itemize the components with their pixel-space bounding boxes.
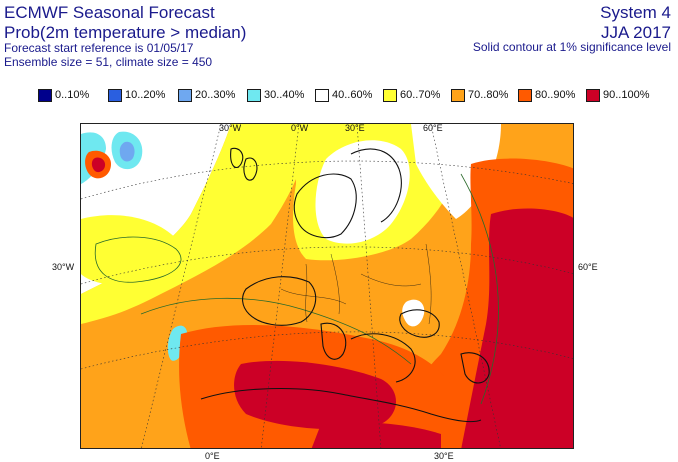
legend-label: 40..60% [332, 89, 373, 101]
lon-label-bottom: 0°E [205, 451, 220, 461]
legend-item: 20..30% [178, 87, 247, 103]
forecast-period: JJA 2017 [601, 23, 671, 42]
country-borders [280, 243, 432, 325]
lon-label-top: 0°W [291, 123, 309, 133]
legend-item: 0..10% [38, 87, 108, 103]
field-90-100-africa [311, 422, 441, 448]
legend-label: 60..70% [400, 89, 441, 101]
field-90-100-nwblob [91, 157, 106, 173]
map-canvas [81, 124, 573, 448]
legend-swatch [315, 88, 329, 102]
lat-label-right: 60°E [578, 262, 598, 272]
legend-label: 70..80% [468, 89, 509, 101]
field-90-100-med [234, 360, 396, 430]
probability-legend: 0..10% 10..20% 20..30% 30..40% 40..60% 6… [38, 87, 656, 103]
field-90-100-east [461, 208, 573, 448]
system-version: System 4 [600, 3, 671, 22]
lon-label-top: 30°W [219, 123, 242, 133]
coastlines [200, 147, 490, 423]
field-40-60-scandinavia [315, 140, 410, 244]
legend-item: 60..70% [383, 87, 451, 103]
probability-map[interactable]: 30°W 0°W 30°E 60°E [80, 123, 574, 449]
legend-label: 30..40% [264, 89, 305, 101]
legend-swatch [518, 88, 532, 102]
legend-item: 30..40% [247, 87, 315, 103]
field-40-60-blacksea [402, 299, 425, 327]
legend-label: 80..90% [535, 89, 576, 101]
legend-swatch [38, 88, 52, 102]
map-title: ECMWF Seasonal Forecast [4, 3, 215, 22]
legend-item: 90..100% [586, 87, 656, 103]
legend-swatch [178, 88, 192, 102]
lat-label-left: 30°W [52, 262, 75, 272]
significance-note: Solid contour at 1% significance level [472, 40, 671, 54]
lon-label-bottom: 30°E [434, 451, 454, 461]
lon-label-top: 60°E [423, 123, 443, 133]
legend-item: 70..80% [451, 87, 518, 103]
field-20-30-nw [119, 141, 135, 162]
forecast-start-reference: Forecast start reference is 01/05/17 [4, 41, 194, 55]
significance-contours [94, 173, 499, 405]
graticule [81, 124, 573, 448]
legend-label: 0..10% [55, 89, 90, 101]
map-subtitle: Prob(2m temperature > median) [4, 23, 247, 42]
legend-label: 10..20% [125, 89, 166, 101]
legend-item: 10..20% [108, 87, 178, 103]
legend-item: 40..60% [315, 87, 383, 103]
legend-swatch [383, 88, 397, 102]
legend-swatch [586, 88, 600, 102]
legend-label: 90..100% [603, 89, 650, 101]
lon-label-top: 30°E [345, 123, 365, 133]
legend-swatch [451, 88, 465, 102]
field-60-70-westblob [81, 215, 183, 285]
legend-label: 20..30% [195, 89, 236, 101]
legend-swatch [108, 88, 122, 102]
legend-item: 80..90% [518, 87, 586, 103]
ensemble-size: Ensemble size = 51, climate size = 450 [4, 55, 213, 69]
legend-swatch [247, 88, 261, 102]
